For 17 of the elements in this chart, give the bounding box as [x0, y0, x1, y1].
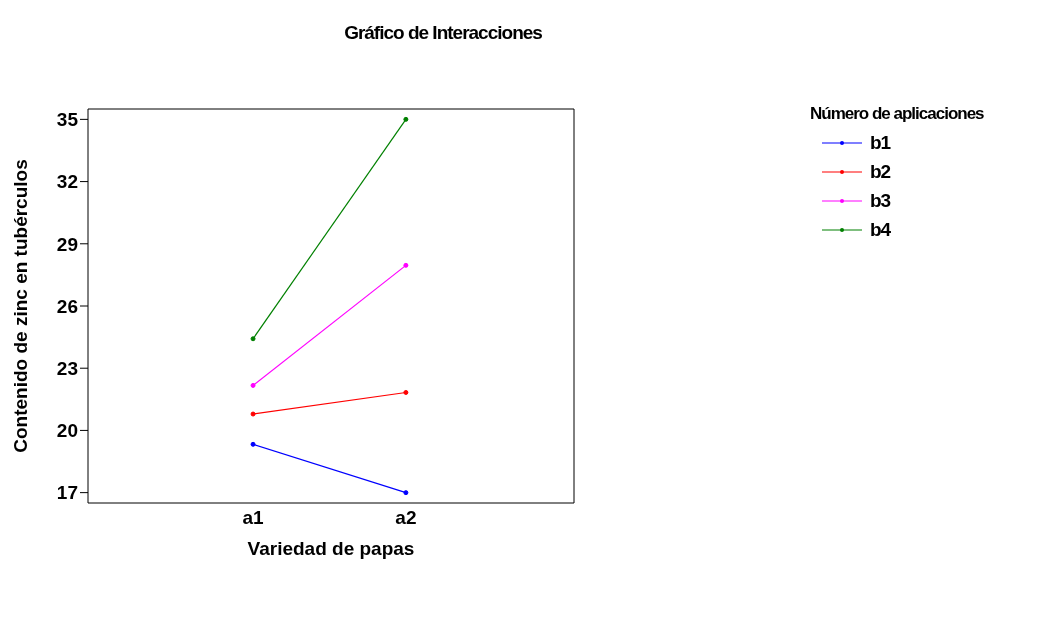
x-axis-title: Variedad de papas	[247, 538, 415, 559]
x-tick-label: a1	[242, 507, 265, 529]
legend-label: b2	[870, 160, 891, 183]
legend-label: b4	[870, 218, 891, 241]
y-tick-label: 17	[56, 482, 78, 504]
y-tick-label: 26	[56, 295, 78, 317]
chart-title: Gráfico de Interacciones	[343, 22, 543, 44]
y-tick-label: 29	[56, 233, 78, 255]
y-tick-label: 23	[56, 357, 78, 379]
legend-label: b3	[870, 189, 891, 212]
x-tick-label: a2	[395, 507, 417, 529]
y-tick-label: 32	[56, 171, 78, 193]
legend-label: b1	[870, 131, 891, 154]
y-axis-title: Contenido de zinc en tubérculos	[9, 159, 31, 453]
legend-title: Número de aplicaciones	[810, 104, 985, 124]
y-tick-label: 35	[56, 109, 79, 131]
y-tick-label: 20	[56, 420, 78, 442]
